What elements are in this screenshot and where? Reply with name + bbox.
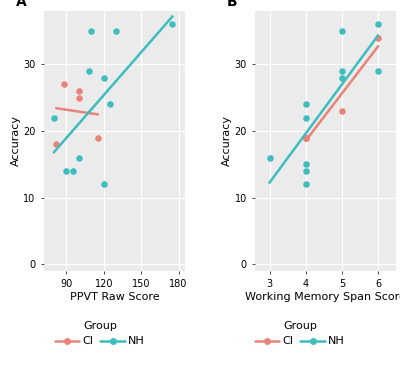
Point: [339, 108, 345, 114]
Point: [302, 135, 309, 141]
Point: [339, 68, 345, 74]
Point: [169, 22, 176, 27]
Point: [86, 68, 92, 74]
Point: [88, 28, 94, 34]
Text: A: A: [16, 0, 26, 9]
Text: B: B: [227, 0, 238, 9]
Point: [94, 135, 101, 141]
Point: [101, 75, 107, 81]
X-axis label: Working Memory Span Score: Working Memory Span Score: [245, 292, 400, 302]
Point: [61, 81, 67, 87]
Point: [76, 155, 82, 161]
Point: [302, 168, 309, 174]
Point: [70, 168, 76, 174]
Point: [302, 181, 309, 187]
Point: [375, 35, 381, 41]
Point: [113, 28, 120, 34]
Legend: CI, NH: CI, NH: [55, 321, 145, 347]
Point: [76, 95, 82, 101]
Y-axis label: Accuracy: Accuracy: [10, 115, 20, 167]
Point: [302, 135, 309, 141]
Point: [53, 141, 60, 147]
Point: [339, 75, 345, 81]
Point: [76, 88, 82, 94]
Point: [107, 101, 113, 107]
Point: [302, 101, 309, 107]
Legend: CI, NH: CI, NH: [255, 321, 345, 347]
Point: [302, 161, 309, 167]
Point: [375, 68, 381, 74]
Point: [302, 115, 309, 121]
Point: [51, 115, 57, 121]
Point: [63, 168, 70, 174]
Point: [101, 181, 107, 187]
Y-axis label: Accuracy: Accuracy: [222, 115, 232, 167]
Point: [339, 28, 345, 34]
Point: [375, 22, 381, 27]
Point: [302, 135, 309, 141]
Point: [266, 155, 273, 161]
X-axis label: PPVT Raw Score: PPVT Raw Score: [70, 292, 159, 302]
